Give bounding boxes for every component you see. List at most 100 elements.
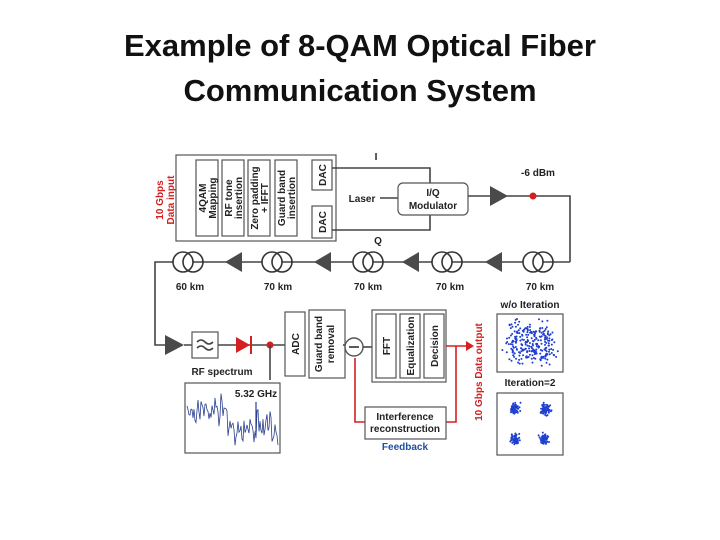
block-label: Zero padding: [250, 166, 261, 229]
scatter-dot: [533, 338, 536, 341]
scatter-dot: [548, 348, 551, 351]
scatter-dot: [546, 358, 549, 361]
dsp-label: FFT: [382, 337, 393, 355]
scatter-dot: [519, 410, 522, 412]
scatter-dot: [540, 355, 543, 358]
scatter-dot: [540, 436, 543, 439]
scatter-dot: [515, 348, 518, 350]
scatter-dot: [508, 336, 511, 339]
scatter-dot: [541, 431, 544, 434]
amplifier: [485, 252, 502, 272]
block-label: removal: [326, 325, 337, 364]
scatter-dot: [530, 357, 533, 360]
scatter-dot: [511, 343, 514, 346]
title-line: Example of 8-QAM Optical Fiber: [124, 28, 596, 63]
scatter-dot: [535, 345, 538, 348]
scatter-dot: [548, 409, 551, 411]
scatter-dot: [514, 325, 517, 328]
scatter-dot: [522, 330, 525, 333]
block-label: Guard band: [314, 316, 325, 372]
data-input: Data input: [166, 175, 177, 225]
scatter-dot: [541, 327, 544, 329]
span-length: 70 km: [436, 282, 464, 293]
scatter-dot: [518, 432, 521, 435]
interference-label: reconstruction: [370, 424, 440, 435]
scatter-dot: [514, 321, 517, 324]
scatter-dot: [506, 337, 508, 340]
scatter-dot: [514, 434, 517, 437]
block-label: insertion: [287, 177, 298, 219]
scatter-dot: [530, 337, 533, 340]
laser-label: Laser: [349, 194, 376, 205]
scatter-dot: [518, 406, 521, 409]
scatter-dot: [555, 355, 558, 358]
scatter-dot: [517, 323, 519, 326]
scatter-dot: [547, 342, 550, 345]
scatter-dot: [529, 329, 532, 331]
scatter-dot: [526, 328, 529, 331]
scatter-dot: [510, 323, 513, 326]
scatter-dot: [537, 346, 540, 349]
constellation-label: w/o Iteration: [500, 300, 560, 311]
scatter-dot: [539, 358, 542, 361]
scatter-dot: [540, 407, 543, 410]
scatter-dot: [528, 345, 531, 348]
block-label: RF tone: [224, 179, 235, 217]
scatter-dot: [542, 408, 545, 410]
dsp-block: [375, 313, 397, 379]
block: [247, 159, 271, 237]
dac-label: DAC: [318, 211, 329, 233]
scatter-dot: [550, 343, 553, 346]
scatter-dot: [542, 333, 544, 336]
scatter-dot: [517, 441, 519, 444]
scatter-dot: [538, 318, 540, 321]
scatter-dot: [548, 339, 551, 342]
span-length: 70 km: [526, 282, 554, 293]
tone-frequency: 5.32 GHz: [235, 389, 277, 400]
scatter-dot: [539, 352, 542, 355]
amplifier: [225, 252, 242, 272]
scatter-dot: [512, 404, 514, 406]
scatter-dot: [513, 352, 516, 355]
scatter-dot: [518, 351, 520, 354]
dsp-label: Equalization: [406, 317, 417, 376]
scatter-dot: [505, 342, 508, 345]
scatter-dot: [548, 334, 551, 337]
scatter-dot: [548, 441, 550, 443]
scatter-dot: [538, 436, 541, 439]
q-label: Q: [374, 236, 382, 247]
scatter-dot: [519, 401, 522, 404]
scatter-dot: [547, 405, 550, 408]
scatter-dot: [515, 338, 518, 341]
scatter-dot: [535, 343, 538, 346]
scatter-dot: [509, 343, 512, 346]
constellation-label: Iteration=2: [505, 378, 556, 389]
scatter-dot: [541, 412, 544, 415]
scatter-dot: [546, 409, 549, 412]
scatter-dot: [517, 361, 520, 364]
span-length: 70 km: [264, 282, 292, 293]
transmitter: 10 Gbps Data input 4QAM Mapping RF tone …: [155, 152, 571, 262]
scatter-dot: [541, 404, 544, 407]
scatter-dot: [519, 335, 522, 338]
scatter-dot: [547, 410, 550, 413]
scatter-dot: [526, 344, 529, 347]
scatter-dot: [509, 327, 512, 330]
coil: [522, 251, 554, 273]
scatter-dot: [548, 363, 551, 366]
scatter-dot: [545, 353, 548, 356]
scatter-dot: [539, 349, 542, 351]
scatter-dot: [545, 350, 548, 353]
scatter-dot: [532, 340, 535, 343]
scatter-dot: [515, 357, 518, 360]
scatter-dot: [515, 440, 517, 442]
scatter-dot: [537, 339, 540, 342]
scatter-dot: [528, 350, 531, 352]
scatter-dot: [544, 403, 546, 406]
scatter-dot: [514, 408, 517, 411]
scatter-dot: [511, 325, 514, 328]
coil: [352, 251, 384, 273]
scatter-dot: [510, 359, 513, 362]
scatter-dot: [532, 357, 535, 359]
scatter-dot: [548, 353, 551, 356]
